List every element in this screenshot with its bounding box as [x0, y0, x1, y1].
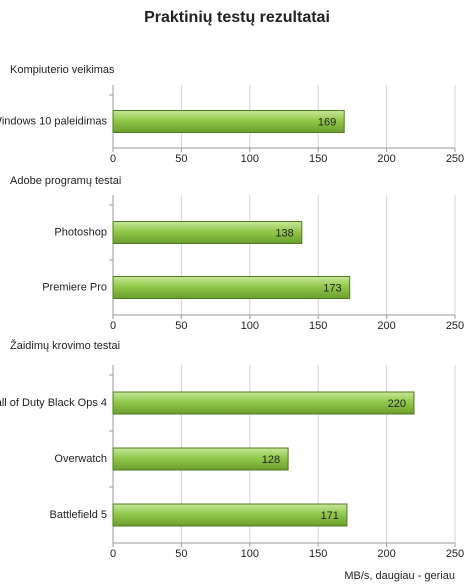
value-label: 171 [321, 510, 339, 522]
x-tick-label: 50 [175, 548, 187, 560]
x-tick-label: 100 [241, 153, 259, 165]
panel-title: Adobe programų testai [10, 175, 121, 187]
x-tick-label: 200 [377, 153, 395, 165]
bar [112, 221, 303, 244]
value-label: 173 [323, 282, 341, 294]
x-tick-label: 250 [446, 548, 464, 560]
y-tick-label: Premiere Pro [42, 281, 107, 293]
y-tick-label: Call of Duty Black Ops 4 [0, 397, 107, 409]
x-tick-label: 250 [446, 320, 464, 332]
x-tick-label: 150 [309, 320, 327, 332]
value-label: 138 [275, 227, 293, 239]
value-label: 128 [262, 454, 280, 466]
x-tick-label: 150 [309, 153, 327, 165]
x-tick-label: 200 [377, 320, 395, 332]
x-tick-label: 0 [110, 320, 116, 332]
bar [112, 110, 345, 133]
x-tick-label: 100 [241, 548, 259, 560]
x-tick-label: 50 [175, 320, 187, 332]
x-tick-label: 0 [110, 548, 116, 560]
y-tick-label: Photoshop [54, 226, 107, 238]
bar [112, 391, 415, 415]
x-axis-label: MB/s, daugiau - geriau [344, 570, 455, 582]
bar [112, 276, 351, 299]
x-tick-label: 150 [309, 548, 327, 560]
x-tick-label: 100 [241, 320, 259, 332]
x-tick-label: 250 [446, 153, 464, 165]
panel-title: Žaidimų krovimo testai [10, 339, 120, 352]
panel-title: Kompiuterio veikimas [10, 64, 115, 76]
value-label: 220 [388, 398, 406, 410]
chart-title: Praktinių testų rezultatai [144, 9, 330, 26]
y-tick-label: Overwatch [54, 453, 107, 465]
bar [112, 503, 348, 527]
x-tick-label: 0 [110, 153, 116, 165]
y-tick-label: Battlefield 5 [50, 509, 107, 521]
x-tick-label: 200 [377, 548, 395, 560]
value-label: 169 [318, 116, 336, 128]
y-tick-label: Windows 10 paleidimas [0, 115, 107, 127]
bar [112, 447, 289, 471]
x-tick-label: 50 [175, 153, 187, 165]
